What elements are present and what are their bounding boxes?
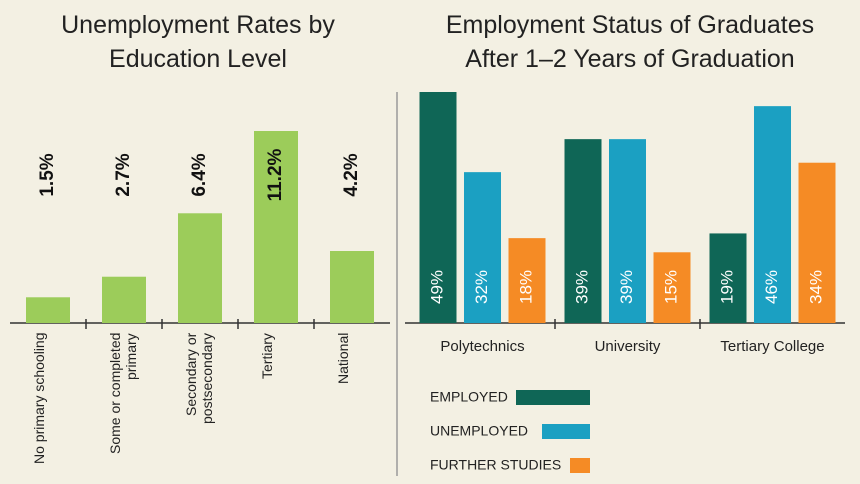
bar xyxy=(419,92,457,323)
chart-title: Unemployment Rates by Education Level xyxy=(61,11,335,73)
bar xyxy=(564,139,602,323)
legend-swatch xyxy=(570,458,590,473)
value-label: 11.2% xyxy=(265,148,286,201)
x-tick-label: Secondary or postsecondary xyxy=(183,333,215,425)
x-tick-label: University xyxy=(595,338,661,355)
legend-label: FURTHER STUDIES xyxy=(430,457,561,473)
chart-title: Employment Status of Graduates After 1–2… xyxy=(445,11,815,73)
bar xyxy=(178,213,222,323)
bar xyxy=(709,233,747,323)
bar xyxy=(508,238,546,323)
value-label: 6.4% xyxy=(189,153,210,196)
value-label: 18% xyxy=(516,270,535,304)
x-tick-label: Tertiary College xyxy=(720,338,824,355)
bar xyxy=(798,162,836,323)
value-label: 46% xyxy=(762,270,781,304)
legend-swatch xyxy=(516,390,590,405)
bar xyxy=(653,252,691,323)
bar xyxy=(254,131,298,323)
value-label: 15% xyxy=(661,270,680,304)
bar xyxy=(26,297,70,323)
value-label: 2.7% xyxy=(113,153,134,196)
bar xyxy=(330,251,374,323)
x-tick-label: No primary schooling xyxy=(31,333,47,465)
value-label: 49% xyxy=(427,270,446,304)
bar xyxy=(609,139,646,323)
bar xyxy=(464,172,501,323)
legend-swatch xyxy=(542,424,590,439)
value-label: 32% xyxy=(472,270,491,304)
value-label: 1.5% xyxy=(37,153,58,196)
value-label: 39% xyxy=(572,270,591,304)
legend-label: EMPLOYED xyxy=(430,389,508,405)
x-tick-label: Tertiary xyxy=(259,333,275,379)
bar xyxy=(754,106,791,324)
value-label: 34% xyxy=(806,270,825,304)
value-label: 4.2% xyxy=(341,153,362,196)
value-label: 19% xyxy=(717,270,736,304)
bar xyxy=(102,276,146,323)
legend-label: UNEMPLOYED xyxy=(430,423,528,439)
value-label: 39% xyxy=(617,270,636,304)
x-tick-label: Polytechnics xyxy=(440,338,524,355)
x-tick-label: National xyxy=(335,333,351,385)
x-tick-label: Some or completed primary xyxy=(107,333,139,455)
